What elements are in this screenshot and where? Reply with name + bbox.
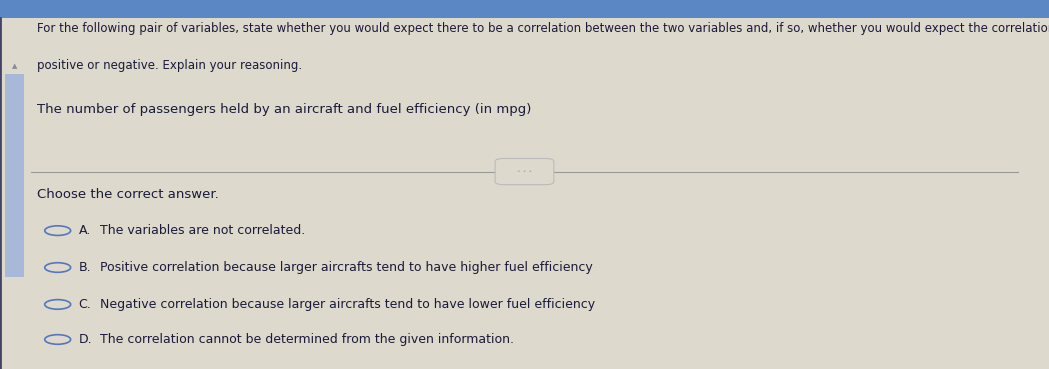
FancyBboxPatch shape <box>5 74 24 277</box>
Text: Choose the correct answer.: Choose the correct answer. <box>37 188 218 201</box>
Text: Positive correlation because larger aircrafts tend to have higher fuel efficienc: Positive correlation because larger airc… <box>100 261 593 274</box>
Text: For the following pair of variables, state whether you would expect there to be : For the following pair of variables, sta… <box>37 22 1049 35</box>
Text: positive or negative. Explain your reasoning.: positive or negative. Explain your reaso… <box>37 59 302 72</box>
Text: ▲: ▲ <box>12 63 18 69</box>
Text: The correlation cannot be determined from the given information.: The correlation cannot be determined fro… <box>100 333 514 346</box>
Text: A.: A. <box>79 224 91 237</box>
Text: D.: D. <box>79 333 92 346</box>
Text: • • •: • • • <box>517 169 532 174</box>
Text: Negative correlation because larger aircrafts tend to have lower fuel efficiency: Negative correlation because larger airc… <box>100 298 595 311</box>
Text: The number of passengers held by an aircraft and fuel efficiency (in mpg): The number of passengers held by an airc… <box>37 103 531 116</box>
FancyBboxPatch shape <box>0 0 1049 18</box>
Text: The variables are not correlated.: The variables are not correlated. <box>100 224 305 237</box>
Text: B.: B. <box>79 261 91 274</box>
FancyBboxPatch shape <box>495 159 554 184</box>
Text: C.: C. <box>79 298 91 311</box>
